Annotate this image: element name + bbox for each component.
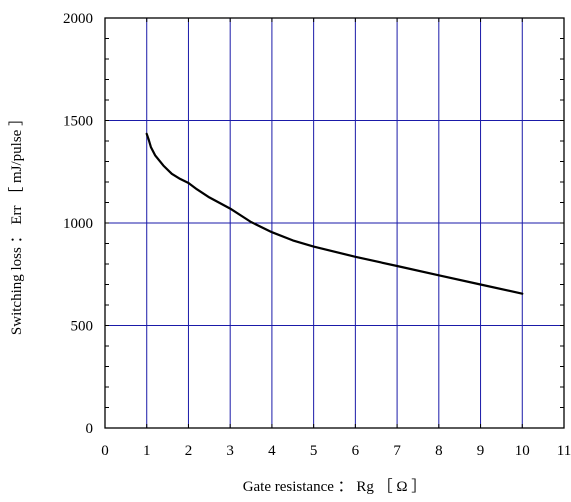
x-tick-label: 4 <box>268 443 276 459</box>
y-tick-label: 1500 <box>63 114 93 130</box>
x-tick-label: 10 <box>515 443 530 459</box>
x-tick-label: 5 <box>310 443 318 459</box>
x-tick-label: 6 <box>352 443 360 459</box>
x-tick-label: 2 <box>185 443 193 459</box>
grid-layer <box>105 18 564 428</box>
y-tick-label: 500 <box>71 319 94 335</box>
x-tick-label: 8 <box>435 443 443 459</box>
x-tick-label: 7 <box>393 443 401 459</box>
x-axis-label: Gate resistance ： Rg ［ Ω ］ <box>243 478 427 495</box>
y-axis-label: Switching loss ： Err ［ mJ/pulse ］ <box>8 111 25 335</box>
x-tick-label: 11 <box>557 443 571 459</box>
y-tick-label: 2000 <box>63 11 93 27</box>
x-tick-label: 1 <box>143 443 151 459</box>
series-line <box>145 132 524 295</box>
series-layer <box>145 132 524 295</box>
y-tick-label: 0 <box>86 421 94 437</box>
x-tick-label: 0 <box>101 443 109 459</box>
x-tick-label: 9 <box>477 443 485 459</box>
minor-tick-layer <box>104 17 565 429</box>
plot-frame <box>104 17 565 429</box>
x-tick-labels: 0 1 2 3 4 5 6 7 8 9 10 11 <box>101 443 571 459</box>
y-tick-label: 1000 <box>63 216 93 232</box>
x-tick-label: 3 <box>226 443 234 459</box>
y-tick-labels: 0 500 1000 1500 2000 <box>63 11 93 437</box>
